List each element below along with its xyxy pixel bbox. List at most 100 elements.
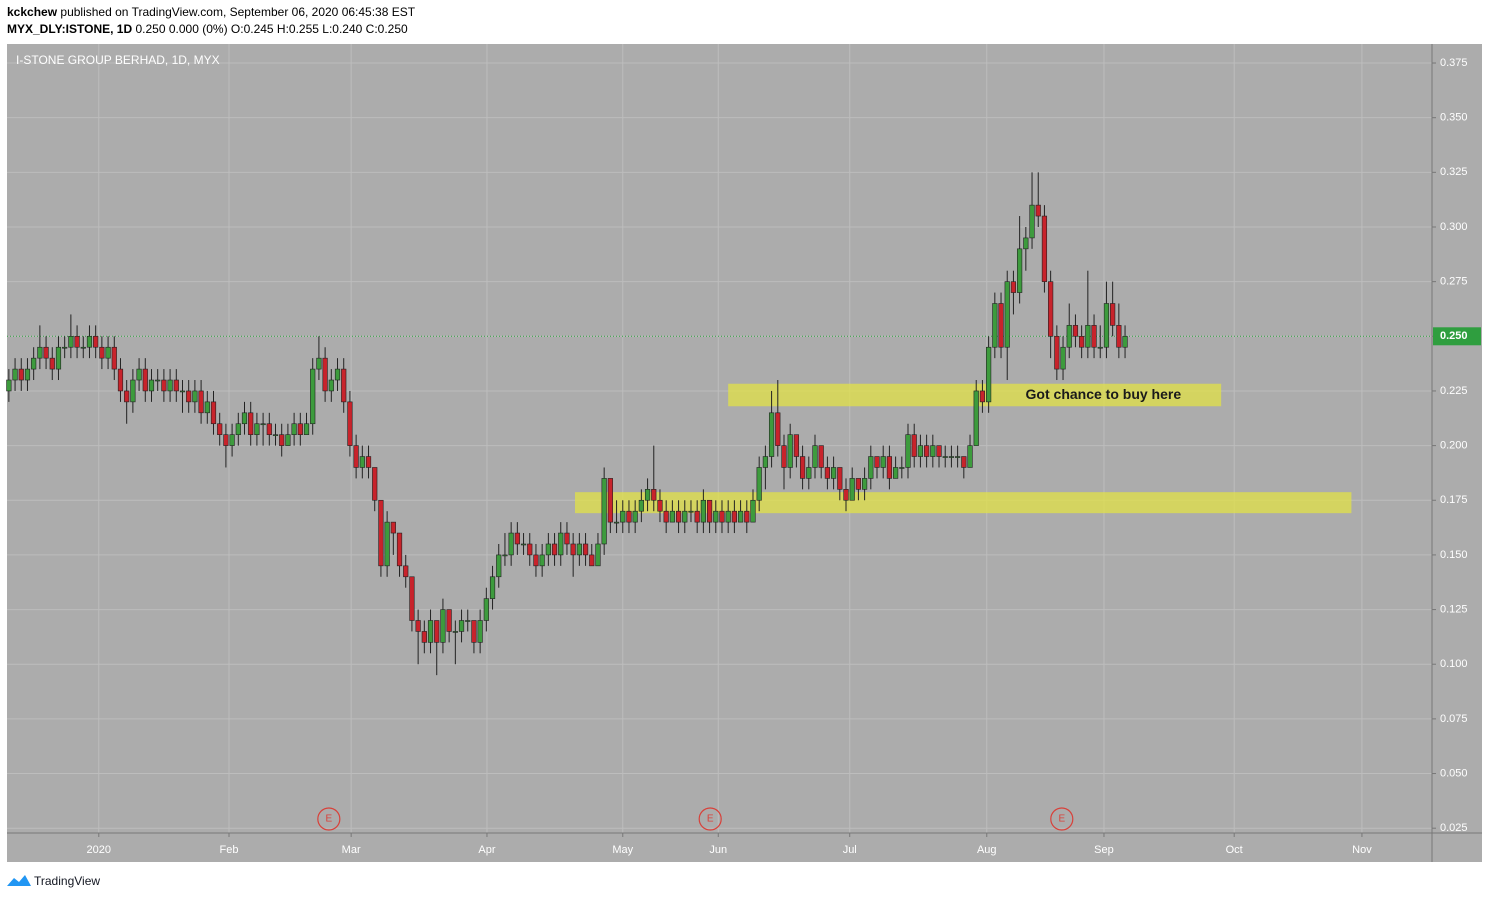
highlight-zone (575, 492, 1352, 514)
candle-body (706, 499, 713, 523)
x-tick-label: May (612, 844, 633, 856)
candle-body (1029, 204, 1035, 239)
y-tick-label: 0.375 (1440, 57, 1468, 69)
y-tick-label: 0.225 (1440, 385, 1468, 397)
candle-body (626, 510, 632, 523)
candle-body (663, 510, 669, 523)
candle-body (142, 368, 148, 392)
candle-body (62, 346, 68, 349)
x-tick-label: Jun (709, 844, 727, 856)
candle-body (229, 434, 235, 446)
candle-body (1103, 303, 1110, 348)
candle-body (483, 598, 489, 621)
candle-body (1116, 325, 1122, 348)
candle-body (1097, 346, 1103, 349)
plot: 0.025 0.050 0.075 0.100 0.125 0.150 0.175 0.200… (6, 44, 1481, 856)
candle-body (1010, 281, 1017, 293)
candle-body (539, 554, 545, 567)
candle-body (793, 434, 799, 457)
x-tick-label: Mar (342, 844, 361, 856)
candle-body (291, 423, 297, 435)
candle-body (1110, 303, 1116, 326)
candle-body (576, 543, 582, 556)
candle-body (1023, 237, 1029, 250)
candle-body (372, 467, 378, 501)
last-price-badge (1433, 327, 1481, 346)
candle-body (316, 357, 322, 370)
candle-body (6, 379, 12, 392)
candle-body (192, 390, 198, 403)
candle-body (762, 456, 768, 468)
candle-body (378, 499, 384, 567)
y-tick-label: 0.325 (1440, 166, 1468, 178)
candle-body (893, 467, 899, 479)
candle-body (415, 620, 421, 632)
candle-body (434, 620, 440, 643)
candle-body (799, 456, 806, 479)
candle-body (496, 554, 502, 578)
candle-body (421, 631, 427, 643)
candle-body (353, 445, 359, 468)
candle-body (849, 478, 855, 501)
candle-body (130, 379, 136, 403)
candle-body (334, 368, 341, 381)
candle-body (248, 412, 254, 435)
candle-body (86, 335, 93, 348)
y-tick-label: 0.200 (1440, 440, 1468, 452)
candle-body (18, 368, 24, 381)
candle-body (651, 489, 657, 501)
candle-body (489, 576, 496, 599)
candle-body (731, 510, 737, 523)
header-line-1: kckchew published on TradingView.com, Se… (7, 5, 416, 19)
candle-body (737, 510, 744, 523)
candle-body (582, 543, 589, 556)
candle-body (862, 478, 868, 490)
earnings-label: E (325, 814, 332, 825)
x-tick-label: Nov (1352, 844, 1372, 856)
candle-body (837, 467, 843, 490)
candle-body (830, 467, 837, 479)
chart-title: I-STONE GROUP BERHAD, 1D, MYX (16, 53, 220, 67)
candle-body (694, 510, 700, 523)
candle-body (427, 620, 434, 643)
candle-body (818, 445, 824, 468)
y-tick-label: 0.025 (1440, 822, 1468, 834)
candle-body (105, 346, 111, 359)
earnings-label: E (1058, 814, 1065, 825)
x-tick-label: Oct (1226, 844, 1243, 856)
candle-body (967, 445, 973, 468)
candle-body (905, 434, 911, 468)
candle-body (955, 456, 961, 458)
candle-body (855, 478, 862, 490)
candle-body (1085, 325, 1091, 348)
candle-body (55, 346, 62, 370)
candle-body (520, 543, 527, 546)
annotation: Got chance to buy here (1026, 386, 1182, 402)
x-tick-label: Aug (977, 844, 997, 856)
candle-body (514, 532, 520, 545)
y-tick-label: 0.050 (1440, 767, 1468, 779)
candle-body (155, 379, 161, 382)
y-tick-label: 0.350 (1440, 112, 1468, 124)
candle-body (452, 631, 458, 633)
candle-body (998, 303, 1004, 348)
candle-body (210, 401, 217, 425)
candle-body (911, 434, 917, 457)
candle-body (390, 521, 396, 534)
earnings-label: E (707, 814, 714, 825)
x-tick-label: Feb (220, 844, 239, 856)
candle-body (1072, 325, 1079, 337)
candle-body (49, 357, 55, 370)
candle-body (266, 423, 272, 435)
candle-body (924, 445, 930, 457)
candle-body (508, 532, 514, 556)
candle-body (204, 401, 210, 414)
candle-body (744, 510, 750, 523)
candle-body (477, 620, 483, 643)
candle-body (1035, 204, 1041, 217)
author: kckchew (7, 5, 58, 19)
candle-body (310, 368, 316, 425)
candle-body (669, 510, 675, 523)
earnings-marker (698, 807, 722, 831)
candle-body (948, 456, 955, 458)
